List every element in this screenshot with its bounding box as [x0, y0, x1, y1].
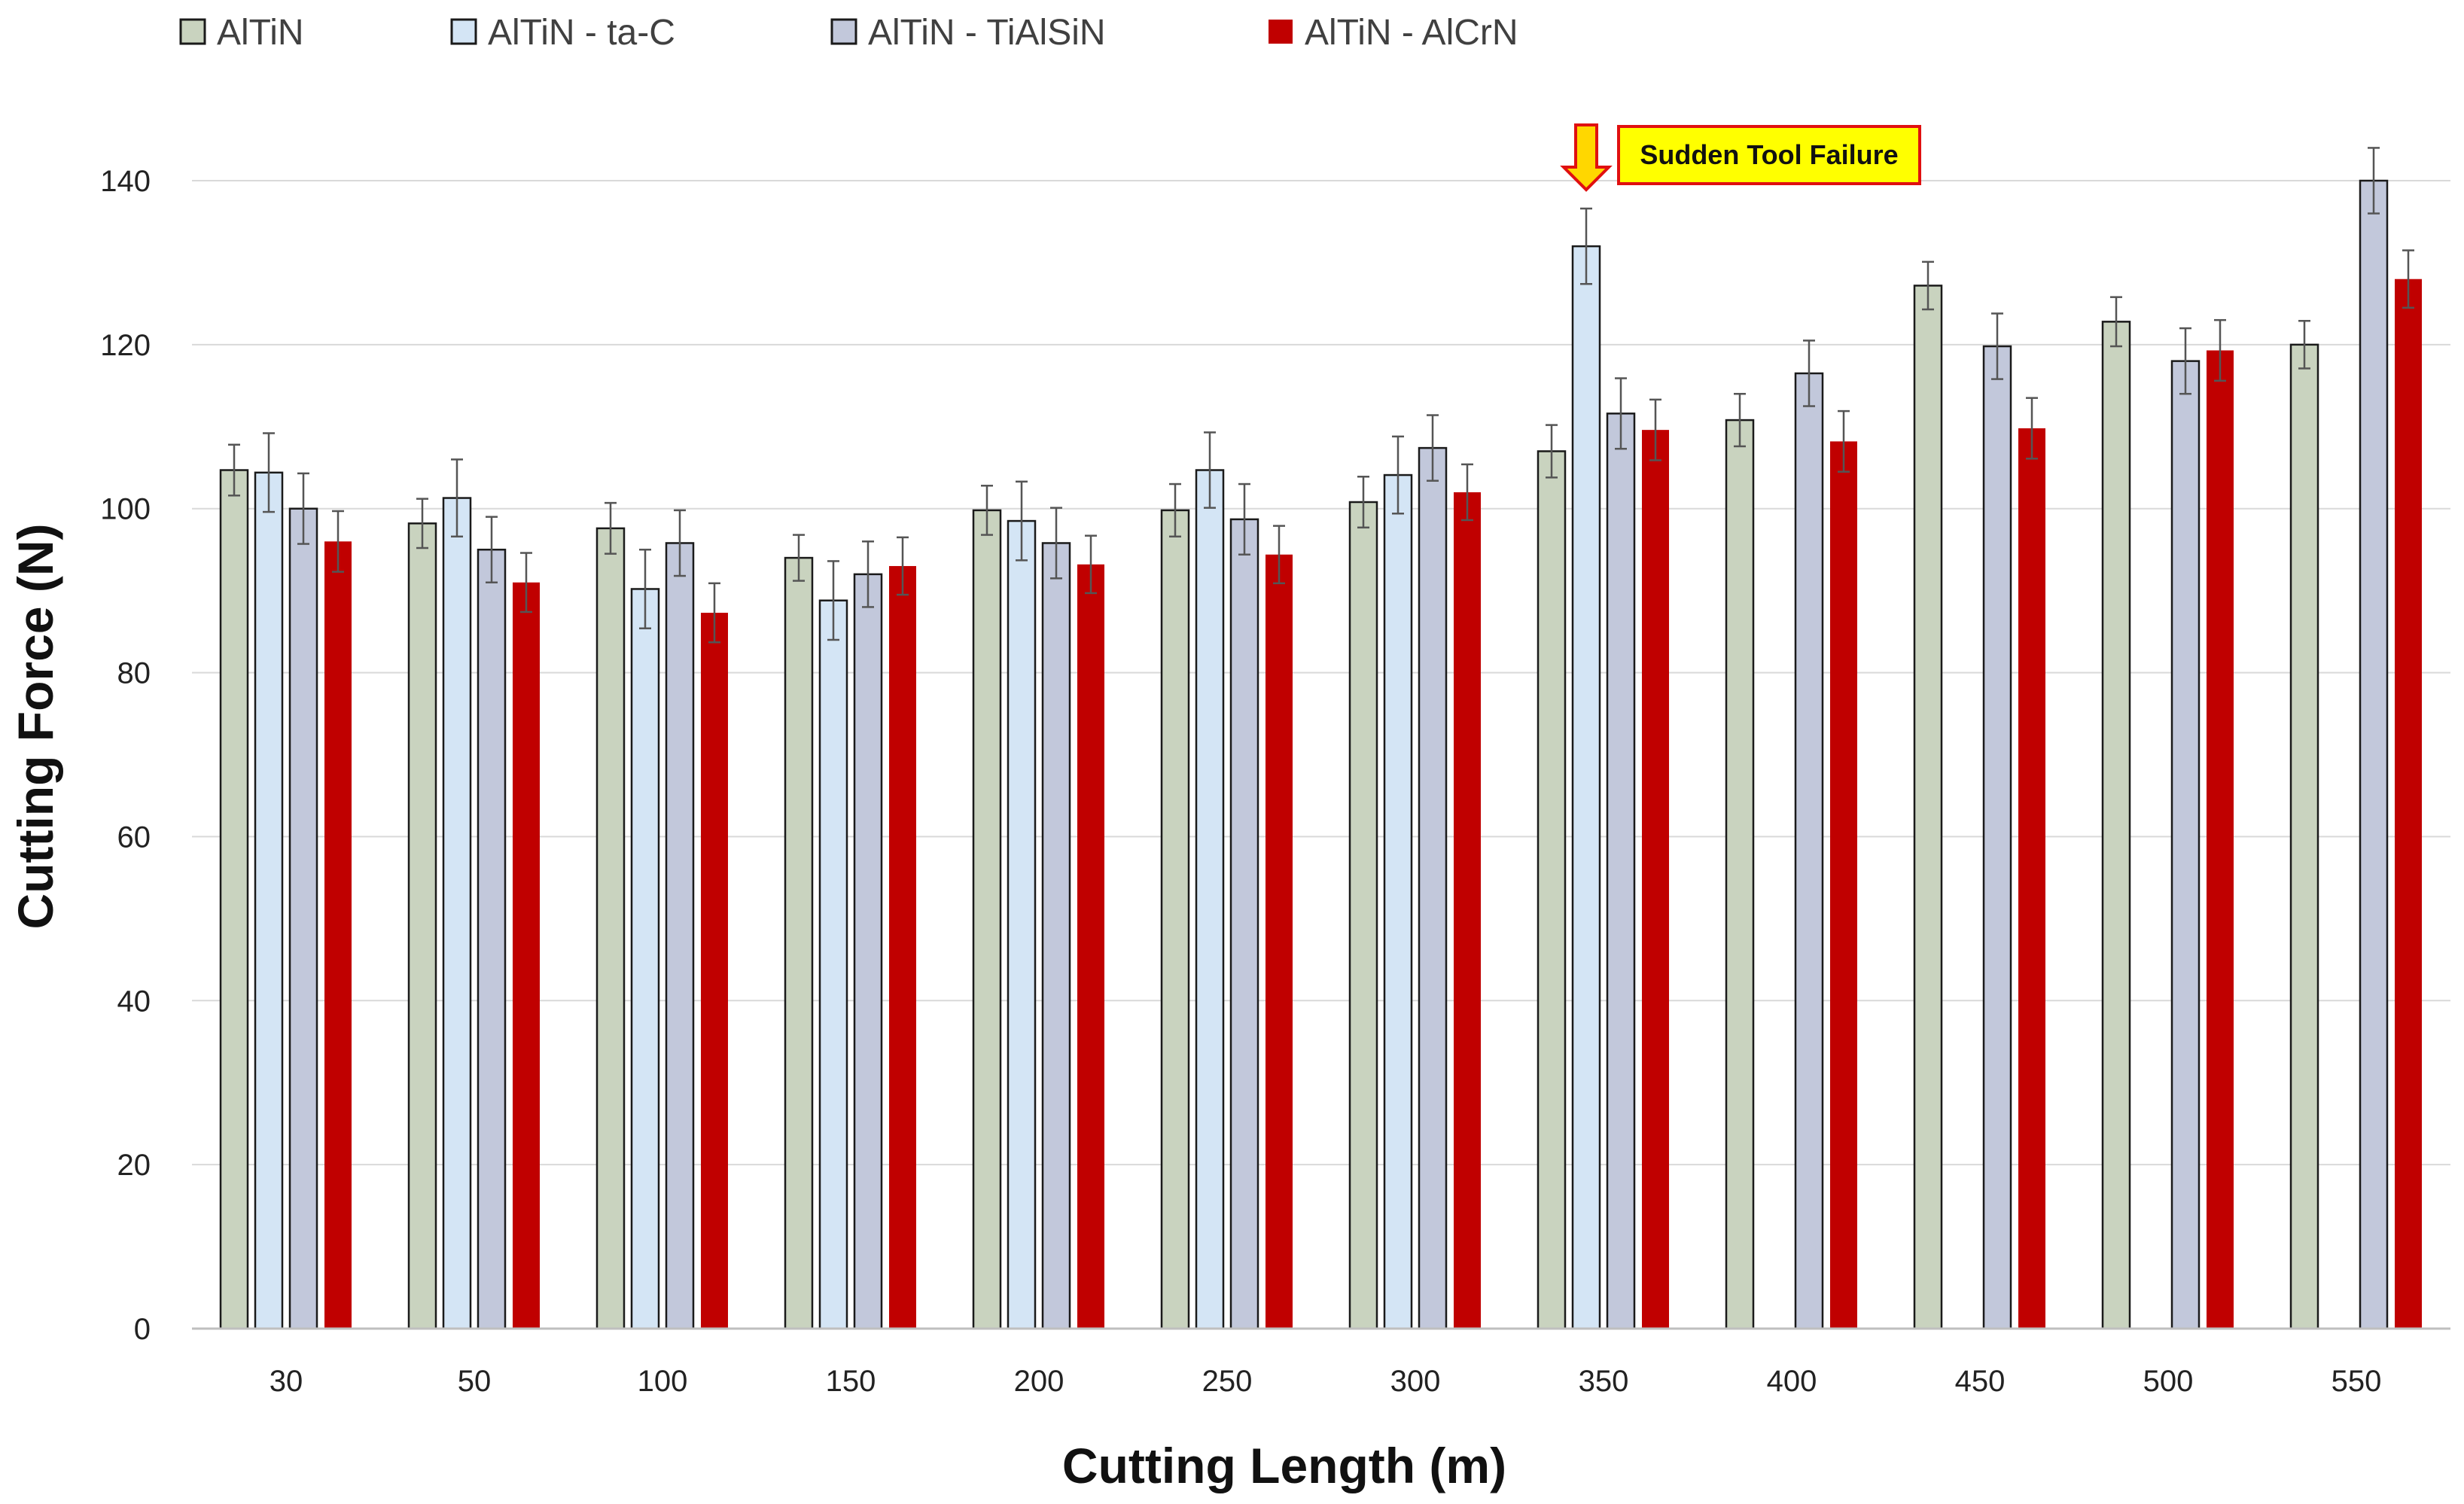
bar-altin-50 [407, 522, 437, 1330]
bar-altin-tialsin-500 [2170, 360, 2201, 1330]
bar-altin-ta-c-300 [1383, 473, 1413, 1330]
bar-altin-alcrn-30 [324, 541, 352, 1329]
bar-altin-tialsin-30 [288, 507, 318, 1330]
bar-altin-alcrn-550 [2395, 279, 2422, 1329]
x-tick-label-550: 550 [2332, 1365, 2382, 1398]
bar-altin-alcrn-400 [1830, 441, 1857, 1329]
bar-altin-550 [2289, 343, 2319, 1330]
x-tick-label-400: 400 [1767, 1365, 1817, 1398]
bar-altin-alcrn-250 [1266, 554, 1293, 1329]
bar-altin-tialsin-450 [1982, 345, 2012, 1330]
bar-altin-ta-c-100 [630, 588, 660, 1330]
y-tick-label-80: 80 [117, 657, 151, 690]
bar-altin-tialsin-150 [853, 573, 883, 1330]
bar-altin-alcrn-300 [1454, 492, 1481, 1329]
bar-altin-500 [2101, 321, 2131, 1330]
x-tick-label-250: 250 [1202, 1365, 1253, 1398]
legend: AlTiN AlTiN - ta-C AlTiN - TiAlSiN AlTiN - … [179, 13, 1518, 53]
bar-altin-ta-c-30 [254, 471, 284, 1330]
bar-altin-tialsin-300 [1418, 446, 1448, 1330]
y-tick-label-60: 60 [117, 821, 151, 854]
x-tick-label-150: 150 [826, 1365, 876, 1398]
y-tick-label-0: 0 [134, 1313, 151, 1346]
y-axis-title: Cutting Force (N) [8, 524, 63, 930]
gridlines [192, 180, 2450, 1166]
bar-altin-100 [595, 527, 626, 1330]
bar-altin-ta-c-200 [1007, 519, 1037, 1330]
bar-altin-alcrn-450 [2018, 428, 2045, 1329]
bar-altin-ta-c-150 [818, 599, 848, 1330]
bar-altin-200 [972, 509, 1002, 1330]
x-axis-title: Cutting Length (m) [1062, 1438, 1506, 1493]
bar-altin-350 [1537, 450, 1567, 1330]
bar-altin-ta-c-250 [1195, 469, 1225, 1330]
x-tick-label-100: 100 [638, 1365, 688, 1398]
x-tick-label-300: 300 [1390, 1365, 1441, 1398]
bar-altin-alcrn-50 [513, 582, 540, 1329]
bar-altin-tialsin-350 [1606, 413, 1636, 1330]
bar-altin-150 [784, 556, 814, 1330]
y-tick-label-140: 140 [100, 165, 151, 198]
bar-altin-450 [1913, 285, 1943, 1330]
bar-altin-300 [1348, 501, 1378, 1330]
legend-swatch-0 [179, 18, 206, 45]
y-tick-label-20: 20 [117, 1149, 151, 1182]
axes: 0 20 40 60 80 100 120 140 30 50 100 150 200 250 300 350… [100, 165, 2450, 1398]
bar-altin-ta-c-350 [1571, 245, 1601, 1330]
x-tick-label-450: 450 [1955, 1365, 2006, 1398]
x-tick-label-350: 350 [1579, 1365, 1629, 1398]
bar-altin-30 [219, 469, 249, 1330]
legend-swatch-3 [1269, 20, 1293, 44]
bar-altin-alcrn-200 [1077, 564, 1104, 1329]
annotation-box [1617, 125, 1921, 185]
x-tick-label-50: 50 [458, 1365, 492, 1398]
bar-altin-tialsin-200 [1041, 542, 1071, 1330]
legend-swatch-2 [830, 18, 857, 45]
bar-altin-250 [1160, 509, 1190, 1330]
x-tick-label-30: 30 [270, 1365, 303, 1398]
x-tick-label-500: 500 [2143, 1365, 2194, 1398]
bar-altin-alcrn-150 [889, 565, 916, 1329]
legend-label-0: AlTiN [217, 13, 304, 53]
annotation-label: Sudden Tool Failure [1640, 139, 1898, 170]
bar-altin-alcrn-100 [701, 613, 728, 1329]
bar-altin-400 [1725, 419, 1755, 1330]
bar-altin-tialsin-100 [665, 542, 695, 1330]
bar-altin-alcrn-500 [2207, 350, 2234, 1329]
bar-altin-alcrn-350 [1642, 430, 1669, 1329]
legend-label-1: AlTiN - ta-C [488, 13, 675, 53]
x-tick-label-200: 200 [1014, 1365, 1064, 1398]
annotation-arrow-icon [1560, 123, 1613, 192]
legend-swatch-1 [450, 18, 477, 45]
bar-altin-tialsin-550 [2359, 179, 2389, 1330]
bar-altin-tialsin-50 [477, 548, 507, 1330]
bars [219, 147, 2422, 1330]
y-tick-label-100: 100 [100, 493, 151, 526]
y-tick-label-120: 120 [100, 329, 151, 362]
annotations: Sudden Tool Failure [1560, 123, 1921, 192]
legend-label-3: AlTiN - AlCrN [1305, 13, 1518, 53]
bar-altin-tialsin-400 [1794, 372, 1824, 1330]
y-tick-label-40: 40 [117, 985, 151, 1018]
legend-label-2: AlTiN - TiAlSiN [868, 13, 1106, 53]
bar-altin-ta-c-50 [442, 497, 472, 1330]
bar-altin-tialsin-250 [1229, 518, 1259, 1330]
